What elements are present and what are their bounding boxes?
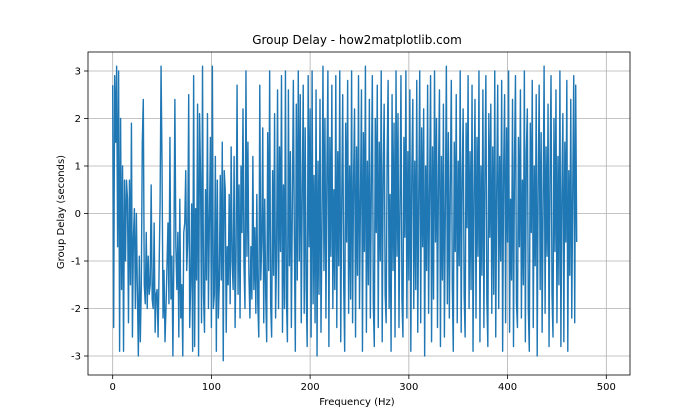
y-tick-label: -1	[71, 257, 81, 268]
y-tick-label: -2	[71, 304, 81, 315]
series-line-0	[111, 65, 578, 362]
y-tick-label: 1	[75, 162, 81, 173]
x-tick-label: 500	[597, 382, 616, 393]
x-tick-label: 200	[301, 382, 320, 393]
y-tick-label: 2	[75, 114, 81, 125]
chart-title: Group Delay - how2matplotlib.com	[252, 33, 462, 47]
x-axis-label: Frequency (Hz)	[319, 397, 395, 408]
y-tick-label: -3	[71, 352, 81, 363]
y-axis-label: Group Delay (seconds)	[56, 155, 67, 269]
x-tick-label: 100	[202, 382, 221, 393]
series-layer	[111, 65, 578, 362]
y-tick-label: 3	[75, 67, 81, 78]
x-tick-label: 400	[498, 382, 517, 393]
y-tick-label: 0	[75, 209, 81, 220]
x-tick-label: 0	[109, 382, 115, 393]
axes: 0 100 200 300 400 500 -3 -2 -1 0 1 2 3	[71, 51, 631, 393]
x-tick-label: 300	[399, 382, 418, 393]
